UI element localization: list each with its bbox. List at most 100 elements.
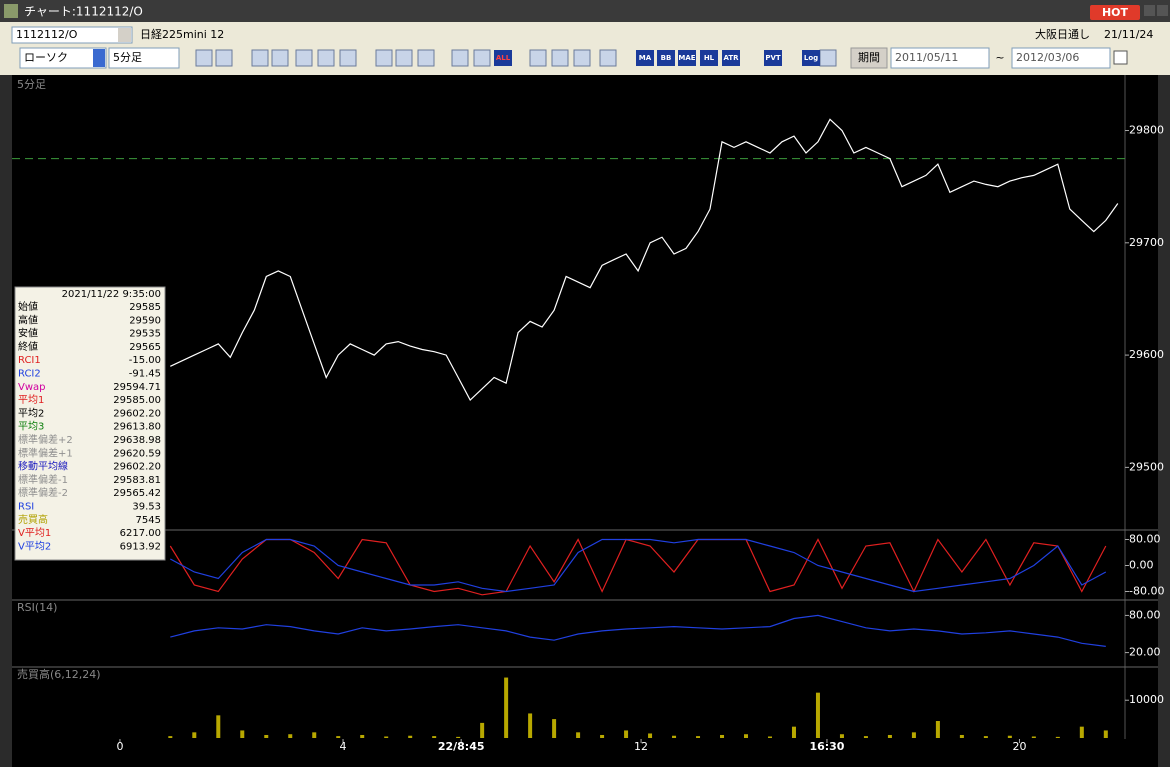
volume-bar	[432, 736, 437, 738]
info-label: 終値	[18, 340, 38, 353]
tool-icon[interactable]	[802, 50, 820, 66]
volume-bar	[336, 736, 341, 738]
tool-icon[interactable]	[417, 49, 435, 67]
tool-icon-label: MA	[639, 54, 652, 62]
tool-icon[interactable]	[700, 50, 718, 66]
series-line	[169, 538, 1107, 596]
tilde: ~	[995, 51, 1004, 64]
volume-bar	[911, 732, 916, 738]
y-tick-label: 80.00	[1129, 533, 1161, 546]
tool-icon[interactable]	[573, 49, 591, 67]
tool-icon[interactable]	[215, 49, 233, 67]
info-value: 29602.20	[113, 408, 161, 419]
tool-icon[interactable]	[339, 49, 357, 67]
from-date[interactable]	[890, 47, 990, 69]
interval: 5分足	[113, 51, 142, 64]
volume-bar	[576, 732, 581, 738]
tool-icon[interactable]	[317, 49, 335, 67]
to-date[interactable]	[1011, 47, 1111, 69]
volume-bar	[959, 734, 964, 738]
tool-icon[interactable]	[764, 50, 782, 66]
info-value: 29613.80	[113, 422, 161, 433]
volume-bar	[624, 730, 629, 738]
info-value: 29602.20	[113, 462, 161, 473]
tool-icon[interactable]	[271, 49, 289, 67]
tool-icon[interactable]	[722, 50, 740, 66]
info-label: 平均1	[18, 394, 44, 406]
info-label: V平均1	[18, 527, 51, 539]
info-value: 29638.98	[113, 435, 161, 446]
tool-icon[interactable]	[529, 49, 547, 67]
info-datetime: 2021/11/22 9:35:00	[62, 289, 161, 300]
tool-icon-label: ATR	[723, 54, 739, 62]
volume-bar	[264, 734, 269, 738]
tool-icon[interactable]	[494, 50, 512, 66]
y-tick-label: 29800	[1129, 124, 1164, 137]
from: 2011/05/11	[895, 51, 958, 64]
tool-icon[interactable]	[251, 49, 269, 67]
volume-bar	[600, 734, 605, 738]
series-line	[170, 614, 1106, 647]
symbol-select[interactable]	[11, 26, 133, 44]
volume-bar	[360, 734, 365, 738]
tool-icon-label: MAE	[678, 54, 695, 62]
volume-bar	[408, 735, 413, 738]
app-icon	[4, 4, 18, 18]
interval-select[interactable]	[108, 47, 180, 69]
info-label: Vwap	[18, 382, 46, 393]
minimize[interactable]	[1144, 5, 1155, 16]
volume-bar	[1055, 736, 1060, 738]
info-value: 29585	[129, 302, 161, 313]
tool-icon[interactable]	[375, 49, 393, 67]
period-button[interactable]	[850, 47, 888, 69]
volume-bar	[1007, 735, 1012, 738]
volume-bar	[240, 730, 245, 738]
tool-icon[interactable]	[295, 49, 313, 67]
info-value: 39.53	[132, 502, 161, 513]
close[interactable]	[1157, 5, 1168, 16]
tool-icon[interactable]	[551, 49, 569, 67]
info-label: V平均2	[18, 540, 51, 552]
tool-icon[interactable]	[451, 49, 469, 67]
tool-icon[interactable]	[473, 49, 491, 67]
tool-icon-label: PVT	[765, 54, 781, 62]
info-label: 売買高	[18, 513, 48, 526]
panel-label: 5分足	[17, 78, 46, 91]
y-tick-label: 0.00	[1129, 559, 1154, 572]
volume-bar	[863, 736, 868, 738]
hot-button[interactable]	[1090, 5, 1140, 20]
tool-icon[interactable]	[395, 49, 413, 67]
symbol: 1112112/O	[16, 28, 78, 41]
tool-icon[interactable]	[636, 50, 654, 66]
volume-bar	[983, 736, 988, 738]
tool-icon[interactable]	[657, 50, 675, 66]
y-tick-label: 29500	[1129, 460, 1164, 473]
volume-bar	[935, 721, 940, 738]
volume-bar	[744, 734, 749, 738]
info-value: 29620.59	[113, 448, 161, 459]
y-tick-label: -80.00	[1129, 585, 1164, 598]
tool-icon[interactable]	[195, 49, 213, 67]
x-tick-label: 22/8:45	[438, 740, 485, 753]
style-select[interactable]	[19, 47, 107, 69]
y-tick-label: 20.00	[1129, 646, 1161, 659]
info-value: 6913.92	[120, 541, 161, 552]
checkbox[interactable]	[1113, 50, 1128, 65]
chart-area	[12, 75, 1158, 739]
symbol-name: 日経225mini 12	[140, 28, 224, 41]
tool-icon[interactable]	[819, 49, 837, 67]
tool-icon[interactable]	[599, 49, 617, 67]
x-axis-area	[12, 739, 1158, 767]
tool-icon-label: BB	[661, 54, 672, 62]
info-label: RSI	[18, 502, 34, 513]
info-value: 7545	[136, 515, 161, 526]
info-value: 29565.42	[113, 488, 161, 499]
volume-bar	[791, 726, 796, 738]
x-tick-label: 4	[340, 740, 347, 753]
info-label: RCI2	[18, 369, 41, 380]
x-tick-label: 12	[634, 740, 648, 753]
volume-bar	[552, 719, 557, 738]
info-label: 標準偏差-1	[18, 473, 68, 486]
tool-icon[interactable]	[678, 50, 696, 66]
